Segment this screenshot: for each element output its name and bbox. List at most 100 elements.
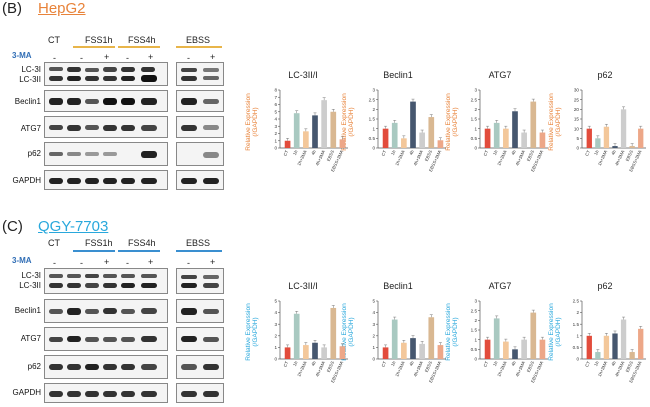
bar — [595, 138, 601, 148]
bar — [419, 343, 425, 359]
b-blot-lc3-main — [44, 62, 168, 86]
y-tick-label: 3 — [372, 88, 375, 93]
x-tick-label: EBSS — [326, 360, 336, 373]
c-blot-atg7-ebss — [176, 327, 224, 351]
b-graph1-ylabel: Relative Expression (/GAPDH) — [245, 93, 259, 151]
x-tick-label: 1h — [492, 360, 499, 367]
b-header-line-fss1h — [73, 46, 115, 48]
x-tick-label: 4h+3MA — [315, 149, 327, 166]
y-tick-label: 2 — [474, 107, 477, 112]
x-tick-label: 1h+3MA — [597, 360, 609, 377]
c-header-fss4h: FSS4h — [128, 238, 156, 248]
bar — [293, 313, 300, 359]
c-graph4-title: p62 — [597, 281, 613, 291]
c-blot-lc3-ebss — [176, 268, 224, 294]
y-tick-label: 3 — [372, 322, 375, 327]
bar — [521, 339, 527, 359]
bar — [484, 339, 491, 359]
y-tick-label: 2 — [372, 333, 375, 338]
bar — [530, 101, 537, 148]
y-tick-label: 4 — [274, 117, 277, 122]
bar — [484, 128, 491, 148]
b-header-line-ebss — [176, 46, 222, 48]
c-blot-gapdh-ebss — [176, 383, 224, 403]
b-blot-gapdh-ebss — [176, 170, 224, 190]
c-graph3-title: ATG7 — [488, 281, 512, 291]
c-blot-beclin1-ebss — [176, 299, 224, 323]
bar — [638, 328, 644, 359]
b-3ma-label: 3-MA — [12, 51, 32, 60]
bar — [612, 333, 618, 359]
c-header-line-fss1h — [73, 250, 115, 252]
bar — [437, 140, 444, 148]
y-tick-label: 1.5 — [471, 328, 478, 333]
b-graph1-title: LC-3II/I — [288, 70, 318, 80]
bar — [303, 345, 309, 359]
c-sign-4: - — [126, 258, 129, 268]
bar — [530, 312, 537, 359]
x-tick-label: 4h+3MA — [614, 360, 626, 377]
x-tick-label: 1h — [593, 360, 600, 367]
y-tick-label: 1.5 — [471, 117, 478, 122]
y-tick-label: 1 — [274, 345, 277, 350]
y-tick-label: 3 — [474, 299, 477, 304]
panel-b-title: HepG2 — [38, 0, 86, 17]
c-3ma-label: 3-MA — [12, 256, 32, 265]
b-blot-gapdh-main — [44, 170, 168, 190]
y-tick-label: 0 — [372, 357, 375, 362]
b-sign-3: + — [104, 52, 110, 62]
y-tick-label: 1 — [474, 337, 477, 342]
bar — [312, 342, 318, 359]
y-tick-label: 2 — [274, 333, 277, 338]
y-tick-label: 0.5 — [471, 347, 478, 352]
y-tick-label: 1.5 — [369, 117, 376, 122]
y-tick-label: 2 — [274, 131, 277, 136]
x-tick-label: 4h — [408, 149, 415, 156]
bar — [293, 113, 300, 148]
y-tick-label: 3 — [474, 88, 477, 93]
y-tick-label: 5 — [274, 109, 277, 114]
c-blot-label-p62: p62 — [27, 362, 41, 371]
y-tick-label: 30 — [574, 88, 580, 93]
c-blot-lc3-main — [44, 268, 168, 294]
bar — [586, 128, 592, 148]
y-tick-label: 5 — [274, 299, 277, 304]
x-tick-label: 1h+3MA — [496, 360, 508, 377]
c-header-ct: CT — [48, 238, 60, 248]
b-blot-label-gapdh: GAPDH — [12, 176, 41, 185]
y-tick-label: 1.5 — [573, 322, 580, 327]
y-tick-label: 0 — [576, 357, 579, 362]
x-tick-label: 1h — [292, 360, 299, 367]
bar — [312, 115, 318, 148]
bar — [437, 345, 444, 359]
bar — [512, 111, 518, 148]
x-tick-label: 4h+3MA — [515, 360, 527, 377]
x-tick-label: 1h — [390, 360, 397, 367]
b-header-fss4h: FSS4h — [128, 35, 156, 45]
c-sign-2: - — [80, 258, 83, 268]
y-tick-label: 0 — [474, 146, 477, 151]
x-tick-label: 1h — [292, 149, 299, 156]
panel-b-label: (B) — [2, 0, 22, 17]
panel-c-label: (C) — [2, 218, 23, 235]
x-tick-label: 1h+3MA — [296, 149, 308, 166]
bar — [321, 100, 327, 148]
c-blot-beclin1-main — [44, 299, 168, 323]
x-tick-label: 4h — [310, 360, 317, 367]
bar — [391, 319, 398, 359]
b-graph4-title: p62 — [597, 70, 613, 80]
y-tick-label: 15 — [574, 117, 580, 122]
bar — [284, 140, 291, 148]
x-tick-label: CT — [482, 149, 489, 157]
x-tick-label: 4h+3MA — [614, 149, 626, 166]
c-header-ebss: EBSS — [186, 238, 211, 248]
y-tick-label: 0 — [576, 146, 579, 151]
x-tick-label: 1h — [492, 149, 499, 156]
y-tick-label: 2.5 — [573, 299, 580, 304]
y-tick-label: 3 — [274, 322, 277, 327]
bar — [303, 131, 309, 148]
